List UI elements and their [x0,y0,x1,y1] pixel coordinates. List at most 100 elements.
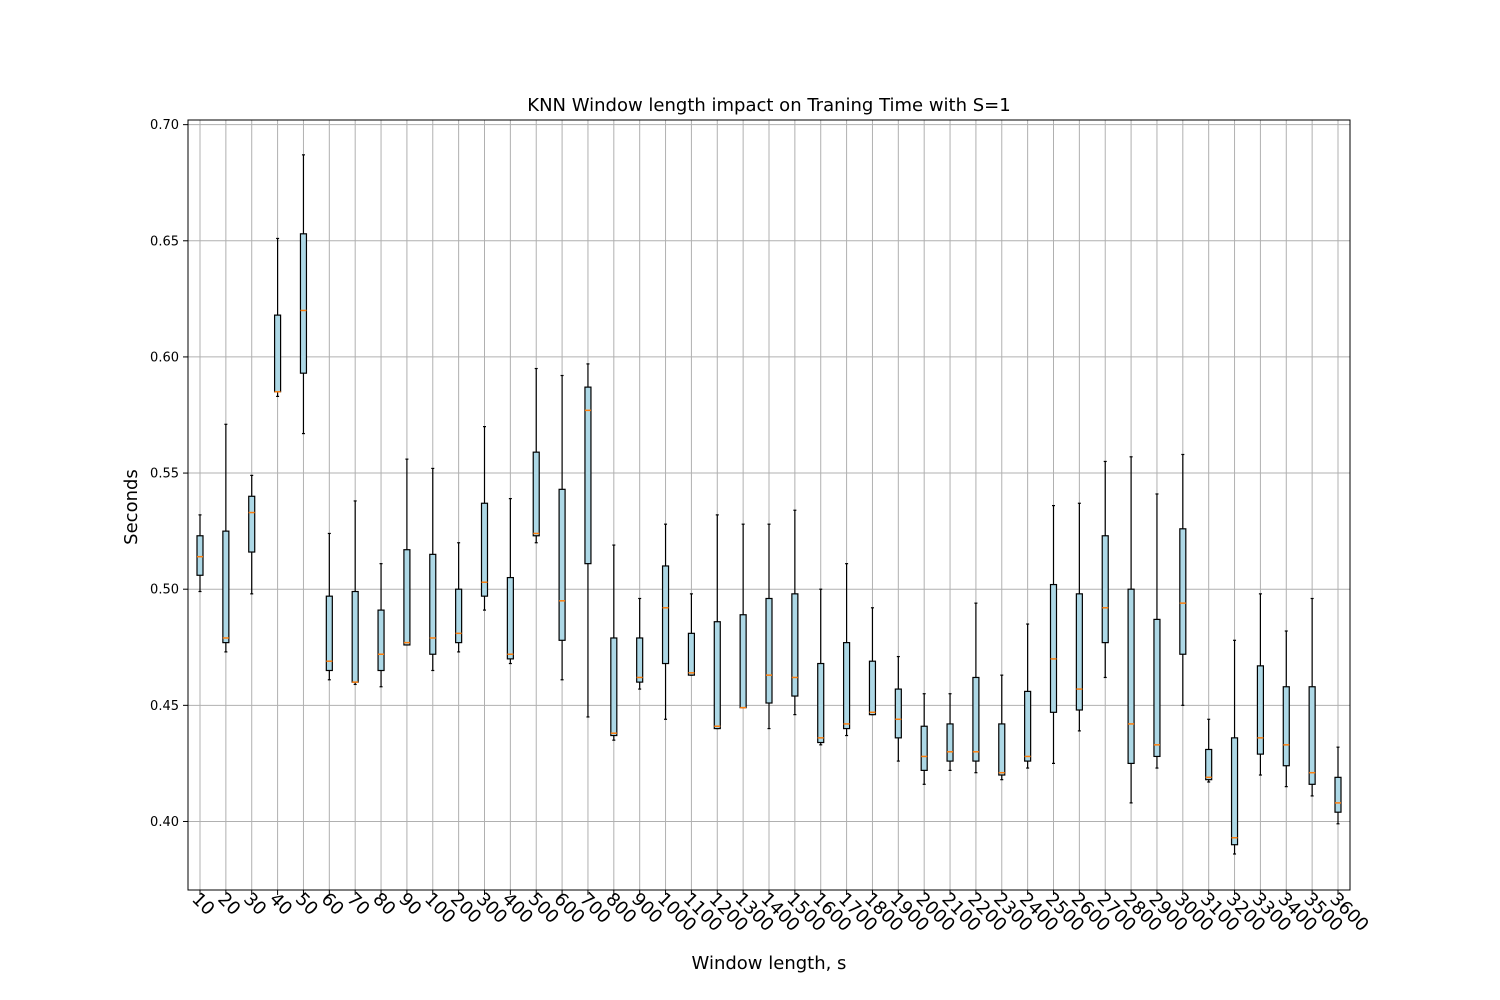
box-50 [299,154,308,435]
iqr-box [1101,535,1109,644]
box-1200 [713,514,721,730]
box-2400 [1024,623,1032,769]
iqr-box [868,660,877,716]
iqr-box [765,597,773,704]
iqr-box [636,637,644,683]
iqr-box [687,632,696,676]
iqr-box [248,495,256,553]
box-20 [222,423,230,653]
box-1100 [687,593,696,676]
iqr-box [998,723,1006,776]
iqr-box [1334,776,1342,813]
x-tick-label-50: 50 [291,889,322,920]
x-tick-label-70: 70 [343,889,374,920]
iqr-box [532,451,540,537]
box-1600 [817,588,825,746]
iqr-box [1230,737,1239,846]
iqr-box [222,530,230,644]
box-1000 [661,523,670,720]
iqr-box [713,621,721,730]
x-tick-label-80: 80 [369,889,400,920]
chart-title: KNN Window length impact on Traning Time… [527,95,1010,116]
box-60 [325,532,333,681]
y-tick-label: 0.50 [150,583,179,598]
x-axis: 1020304050607080901002003004005006007008… [187,889,1372,936]
box-40 [273,237,282,398]
iqr-box [196,535,204,576]
box-2600 [1075,502,1083,732]
iqr-box [1075,593,1083,711]
box-90 [403,458,411,646]
iqr-box [1179,528,1187,655]
box-700 [584,363,592,718]
iqr-box [920,725,928,771]
x-tick-label-30: 30 [239,889,270,920]
iqr-box [429,553,437,655]
box-2500 [1049,504,1058,765]
y-tick-label: 0.70 [150,118,179,133]
box-30 [248,474,256,595]
y-axis-label: Seconds [121,469,142,545]
iqr-box [299,233,308,374]
iqr-box [791,593,799,697]
x-axis-label: Window length, s [692,953,847,974]
box-2700 [1101,460,1109,679]
box-70 [351,500,359,686]
box-3400 [1282,630,1290,788]
box-500 [532,367,540,544]
box-100 [429,467,437,672]
iqr-box [506,576,514,660]
box-1800 [868,607,877,716]
box-80 [377,563,385,688]
x-tick-label-60: 60 [317,889,348,920]
box-2800 [1127,456,1135,804]
y-axis: 0.40 0.45 0.50 0.55 0.60 0.65 0.70 [150,118,188,830]
iqr-box [403,549,411,646]
y-tick-label: 0.60 [150,350,179,365]
box-3500 [1308,597,1316,797]
box-1500 [791,509,799,716]
iqr-box [1153,618,1161,758]
iqr-box [1282,686,1290,767]
iqr-box [480,502,489,597]
iqr-box [325,595,333,672]
y-tick-label: 0.45 [150,699,179,714]
iqr-box [273,314,282,393]
box-3200 [1230,639,1239,855]
box-2900 [1153,493,1161,769]
box-3100 [1205,718,1213,783]
box-300 [480,426,489,611]
y-tick-label: 0.65 [150,234,179,249]
box-2300 [998,674,1006,781]
box-2100 [946,693,954,771]
iqr-box [739,614,747,709]
iqr-box [661,565,670,665]
iqr-box [1205,748,1213,781]
y-tick-label: 0.40 [150,815,179,830]
iqr-box [1256,665,1265,755]
box-10 [196,514,204,593]
box-1400 [765,523,773,730]
grid-layer [188,120,1350,890]
iqr-box [1308,686,1316,785]
box-3300 [1256,593,1265,776]
box-1300 [739,523,747,709]
box-layer [196,154,1342,855]
box-2000 [920,693,928,785]
iqr-box [1024,690,1032,762]
box-1700 [842,563,851,737]
x-tick-label-20: 20 [213,889,244,920]
iqr-box [972,676,980,762]
iqr-box [894,688,902,739]
iqr-box [817,662,825,744]
box-1900 [894,655,902,762]
iqr-box [1049,583,1058,713]
box-3600 [1334,746,1342,825]
iqr-box [610,637,618,737]
iqr-box [1127,588,1135,765]
iqr-box [351,590,359,683]
iqr-box [946,723,954,762]
box-400 [506,498,514,665]
